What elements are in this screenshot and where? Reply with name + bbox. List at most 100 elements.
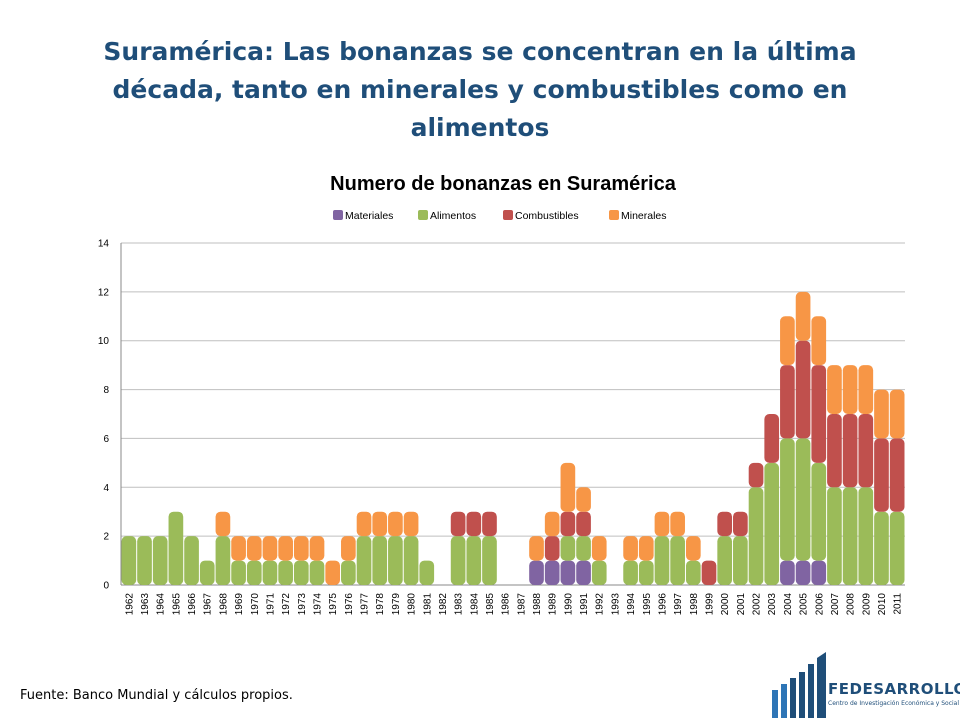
chart-legend: Materiales Alimentos Combustibles Minerales [333, 210, 667, 222]
legend-swatch [333, 210, 343, 220]
x-tick-label: 2008 [846, 593, 857, 616]
bar-segment [356, 536, 372, 585]
x-axis-ticks: 1962 1963 1964 1965 1966 1967 1968 1969 1970 1971… [124, 593, 903, 616]
bar-segment [842, 414, 858, 488]
x-tick-label: 1966 [187, 593, 198, 616]
bar-segment [717, 511, 733, 537]
bar-segment [795, 438, 811, 561]
x-tick-label: 1974 [313, 593, 324, 616]
bar-segment [278, 560, 293, 585]
bar-segment [827, 365, 842, 414]
bar-segment [670, 536, 685, 585]
x-tick-label: 1972 [281, 593, 292, 616]
x-tick-label: 1997 [673, 593, 684, 616]
bar-segment [482, 511, 497, 537]
bar-segment [889, 438, 905, 512]
x-tick-label: 1983 [454, 593, 465, 616]
x-tick-label: 2005 [799, 593, 810, 616]
bar-segment [325, 560, 341, 585]
bar-segment [623, 536, 638, 561]
bar-segment [654, 536, 670, 585]
legend-label: Combustibles [515, 210, 579, 222]
x-tick-label: 1986 [501, 593, 512, 616]
x-tick-label: 1968 [218, 593, 229, 616]
bar-segment [780, 560, 795, 585]
bar-segment [466, 511, 482, 537]
x-tick-label: 1970 [250, 593, 261, 616]
bar-segment [309, 536, 325, 561]
y-tick-label: 12 [98, 287, 110, 298]
x-tick-label: 1988 [532, 593, 543, 616]
x-tick-label: 2009 [861, 593, 872, 616]
bar-segment [262, 560, 278, 585]
bar-segment [576, 487, 591, 512]
bar-segment [748, 487, 764, 585]
bar-segment [137, 536, 152, 585]
bar-segment [748, 462, 764, 488]
x-tick-label: 1973 [297, 593, 308, 616]
bar-segment [733, 536, 748, 585]
bar-segment [544, 511, 560, 537]
bar-segment [638, 560, 654, 585]
bar-segment [670, 511, 685, 537]
bar-segment [262, 536, 278, 561]
x-tick-label: 2001 [736, 593, 747, 616]
bar-segment [560, 560, 576, 585]
bar-segment [874, 438, 889, 512]
x-tick-label: 2000 [720, 593, 731, 616]
bar-segment [450, 536, 466, 585]
x-tick-label: 1987 [516, 593, 527, 616]
x-tick-label: 1978 [375, 593, 386, 616]
bonanzas-stacked-bar-chart: Numero de bonanzas en Suramérica Materia… [98, 173, 905, 616]
x-tick-label: 1999 [705, 593, 716, 616]
legend-swatch [503, 210, 513, 220]
x-tick-label: 1991 [579, 593, 590, 616]
bar-segment [733, 511, 748, 537]
y-tick-label: 6 [103, 434, 109, 445]
bar-segment [215, 536, 231, 585]
logo-subtitle: Centro de Investigación Económica y Soci… [828, 700, 960, 707]
x-tick-label: 1971 [265, 593, 276, 616]
bar-segment [278, 536, 293, 561]
x-tick-label: 1964 [156, 593, 167, 616]
x-tick-label: 1975 [328, 593, 339, 616]
bar-segment [591, 560, 607, 585]
bar-segment [560, 462, 576, 512]
bar-segment [576, 536, 591, 561]
bar-segment [152, 536, 168, 585]
bar-segment [529, 536, 544, 561]
y-tick-label: 4 [103, 483, 109, 494]
bar-segment [889, 389, 905, 439]
bar-segment [388, 511, 403, 537]
bar-segment [372, 536, 388, 585]
x-tick-label: 1998 [689, 593, 700, 616]
bar-segment [874, 511, 889, 585]
bar-segment [309, 560, 325, 585]
bar-segment [121, 536, 137, 585]
bar-segment [372, 511, 388, 537]
x-tick-label: 1984 [469, 593, 480, 616]
x-tick-label: 1996 [657, 593, 668, 616]
bar-segment [795, 291, 811, 341]
bar-segment [544, 536, 560, 561]
bar-segment [231, 536, 246, 561]
x-tick-label: 2011 [893, 593, 904, 615]
x-tick-label: 1995 [642, 593, 653, 616]
bar-segment [780, 365, 795, 439]
bar-segment [842, 365, 858, 414]
bar-segment [560, 536, 576, 561]
bar-segment [576, 511, 591, 537]
y-tick-label: 0 [103, 581, 109, 592]
x-tick-label: 1993 [610, 593, 621, 616]
x-tick-label: 1979 [391, 593, 402, 616]
legend-label: Alimentos [430, 210, 476, 222]
bar-segment [341, 560, 356, 585]
bar-segment [623, 560, 638, 585]
bar-segment [168, 511, 184, 585]
bar-segment [827, 414, 842, 488]
legend-label: Minerales [621, 210, 667, 222]
bar-segment [858, 414, 874, 488]
fedesarrollo-logo: FEDESARROLLO Centro de Investigación Eco… [770, 650, 960, 718]
x-tick-label: 1992 [595, 593, 606, 616]
x-tick-label: 1985 [485, 593, 496, 616]
